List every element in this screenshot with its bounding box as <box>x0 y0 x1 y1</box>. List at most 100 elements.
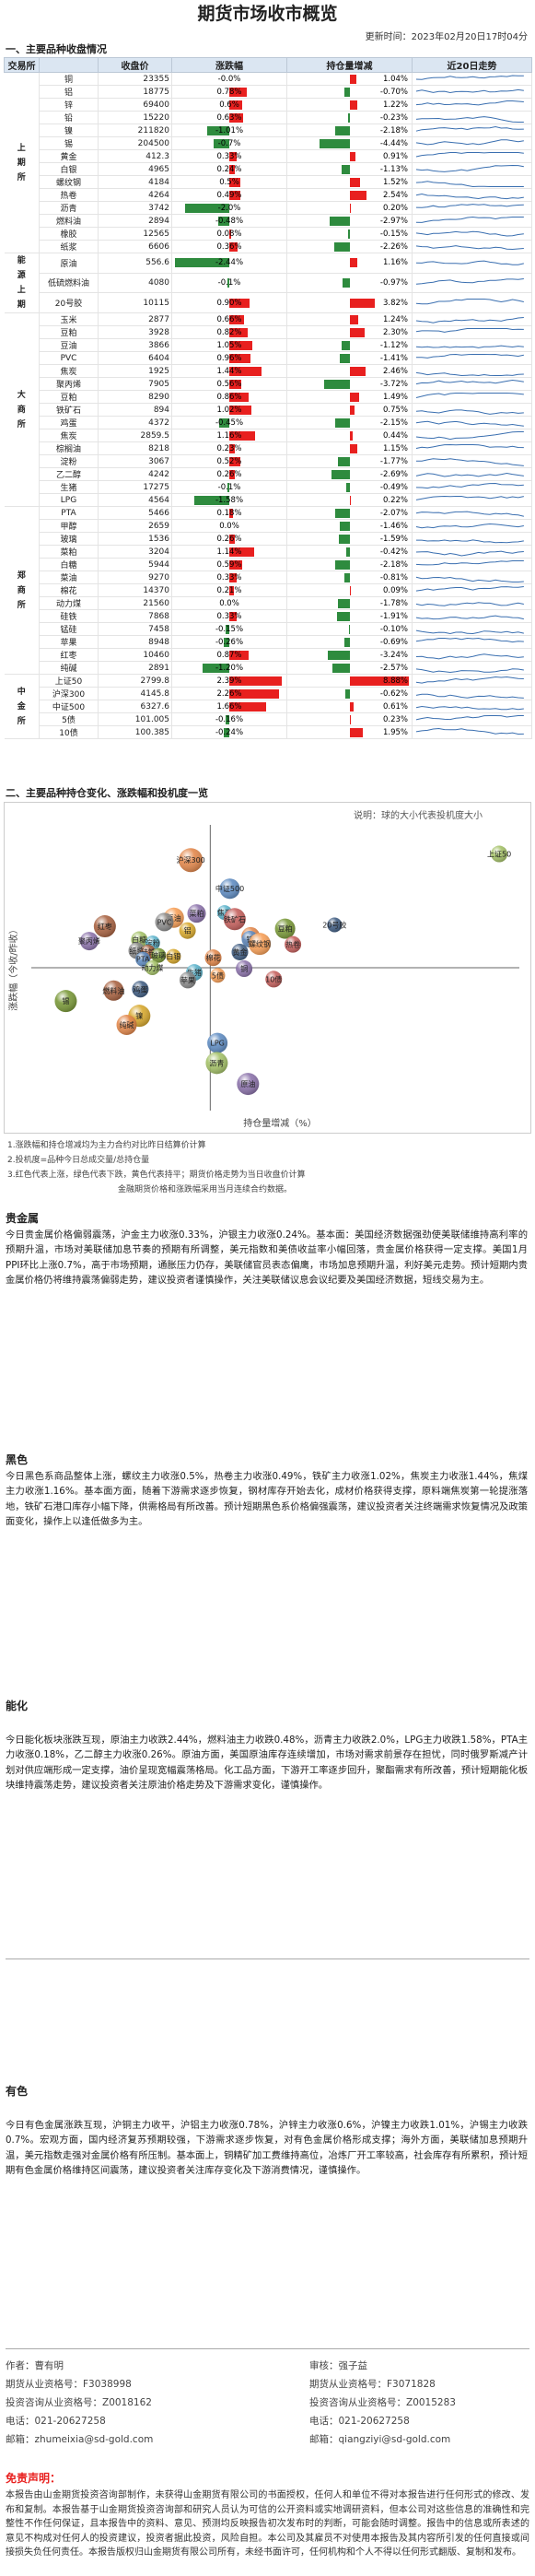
bubble-label: 红枣 <box>98 922 112 931</box>
oi-bar <box>349 443 357 453</box>
change-bar-cell: 1.16% <box>171 429 287 442</box>
oi-value: -0.81% <box>379 572 408 582</box>
change-bar <box>229 650 249 660</box>
update-time: 更新时间：2023年02月20日17时04分 <box>365 32 528 42</box>
bubble-shine <box>103 980 124 1001</box>
change-bar-cell: -0.26% <box>171 635 287 649</box>
trend-cell <box>412 273 532 294</box>
oi-bar <box>349 151 356 161</box>
change-value: 1.44% <box>216 366 242 376</box>
section-title-precious: 贵金属 <box>6 1212 40 1225</box>
close-price: 7905 <box>98 377 172 391</box>
change-bar <box>229 87 247 97</box>
table-row: PVC 6404 0.96% -1.41% <box>5 351 532 365</box>
oi-bar <box>344 637 350 647</box>
oi-bar-cell: -4.44% <box>286 136 413 150</box>
oi-value: -1.59% <box>379 534 408 544</box>
trend-sparkline <box>415 193 524 199</box>
oi-bar <box>344 87 350 97</box>
oi-bar <box>348 229 350 239</box>
change-bar <box>229 366 262 376</box>
trend-sparkline <box>415 457 524 466</box>
note-3: 3.红色代表上涨，绿色代表下跌，黄色代表持平；期货价格走势为当日收盘价计算 <box>7 1170 306 1180</box>
product-name: 玉米 <box>39 312 99 326</box>
oi-bar <box>347 112 350 123</box>
trend-sparkline <box>415 316 524 323</box>
trend-sparkline <box>415 601 524 606</box>
oi-value: 2.46% <box>382 366 408 376</box>
author-advisory-license: 投资咨询从业资格号：Z0018162 <box>6 2397 152 2408</box>
exchange-cell: 上 期 所 <box>4 72 40 253</box>
oi-bar-cell: 2.30% <box>286 325 413 339</box>
table-row: 豆粕 3928 0.82% 2.30% <box>5 325 532 339</box>
oi-bar-cell: -0.10% <box>286 622 413 636</box>
table-row: 红枣 10460 0.87% -3.24% <box>5 648 532 662</box>
product-name: 沥青 <box>39 201 99 215</box>
trend-sparkline <box>415 615 524 619</box>
product-name: 淀粉 <box>39 454 99 468</box>
change-bar <box>229 508 234 518</box>
table-body: 上 期 所铜 23355 -0.0% 1.04% 铝 18775 0.78% -0.70% 锌 6… <box>4 72 532 739</box>
disclaimer-text: 本报告由山金期货投资咨询部制作，未获得山金期货有限公司的书面授权，任何人和单位不… <box>6 2490 529 2558</box>
change-value: 0.36% <box>216 241 242 252</box>
trend-sparkline <box>415 443 524 449</box>
close-price: 7868 <box>98 609 172 623</box>
change-bar-cell: 1.14% <box>171 545 287 559</box>
change-bar <box>229 379 242 389</box>
col-exchange: 交易所 <box>4 57 40 73</box>
table-row: 中证500 6327.6 1.66% 0.61% <box>5 700 532 713</box>
bubble-shine <box>237 1073 260 1096</box>
trend-sparkline <box>415 408 524 415</box>
product-name: 白银 <box>39 162 99 176</box>
oi-value: 1.24% <box>382 314 408 324</box>
exchange-cell: 郑 商 所 <box>4 506 40 675</box>
change-bar-cell: -0.45% <box>171 416 287 429</box>
close-price: 10460 <box>98 648 172 662</box>
change-bar <box>218 216 229 226</box>
trend-cell <box>412 124 532 137</box>
bubble-label: 上证50 <box>487 851 511 859</box>
trend-cell <box>412 622 532 636</box>
table-row: 20号胶 10115 0.90% 3.82% <box>5 292 532 313</box>
change-bar-cell: -0.1% <box>171 480 287 494</box>
trend-cell <box>412 429 532 442</box>
table-row: 上 期 所铜 23355 -0.0% 1.04% <box>4 72 532 253</box>
table-row: 纯碱 2891 -1.20% -2.57% <box>5 661 532 675</box>
product-name: 热卷 <box>39 188 99 202</box>
oi-value: -0.49% <box>379 482 408 492</box>
close-price: 5944 <box>98 558 172 571</box>
change-value: 0.24% <box>216 164 242 174</box>
oi-bar-cell: -3.24% <box>286 648 413 662</box>
change-value: 0.5% <box>219 177 239 187</box>
oi-value: -1.41% <box>379 353 408 363</box>
trend-sparkline <box>415 230 524 237</box>
product-name: 铜 <box>39 72 99 86</box>
oi-bar <box>349 314 358 324</box>
bubble-label: 硅铁 <box>141 947 156 957</box>
bubble-shine <box>219 878 240 900</box>
change-bar-cell: 0.0% <box>171 596 287 610</box>
oi-bar-cell: 0.91% <box>286 149 413 163</box>
close-price: 100.385 <box>98 725 172 739</box>
change-value: 0.49% <box>216 190 242 200</box>
product-name: 铅 <box>39 111 99 124</box>
product-name: 铝 <box>39 85 99 99</box>
product-name: 豆粕 <box>39 325 99 339</box>
oi-bar-cell: 1.16% <box>286 253 413 274</box>
change-bar-cell: -0.0% <box>171 72 287 86</box>
close-price: 3067 <box>98 454 172 468</box>
close-price: 4080 <box>98 273 172 294</box>
bubble-shine <box>54 990 77 1013</box>
oi-value: -0.97% <box>379 277 408 288</box>
change-bar <box>229 314 244 324</box>
oi-bar-cell: -2.18% <box>286 558 413 571</box>
change-bar <box>224 727 229 737</box>
product-name: 豆油 <box>39 338 99 352</box>
page-title: 期货市场收市概览 <box>197 4 338 24</box>
change-value: -1.20% <box>215 663 244 673</box>
bubble-label: 玻璃 <box>151 951 166 960</box>
change-value: -0.26% <box>215 637 244 647</box>
table-row: 锡 204500 -0.7% -4.44% <box>5 136 532 150</box>
change-bar <box>229 177 240 187</box>
change-bar-cell: 0.33% <box>171 570 287 584</box>
